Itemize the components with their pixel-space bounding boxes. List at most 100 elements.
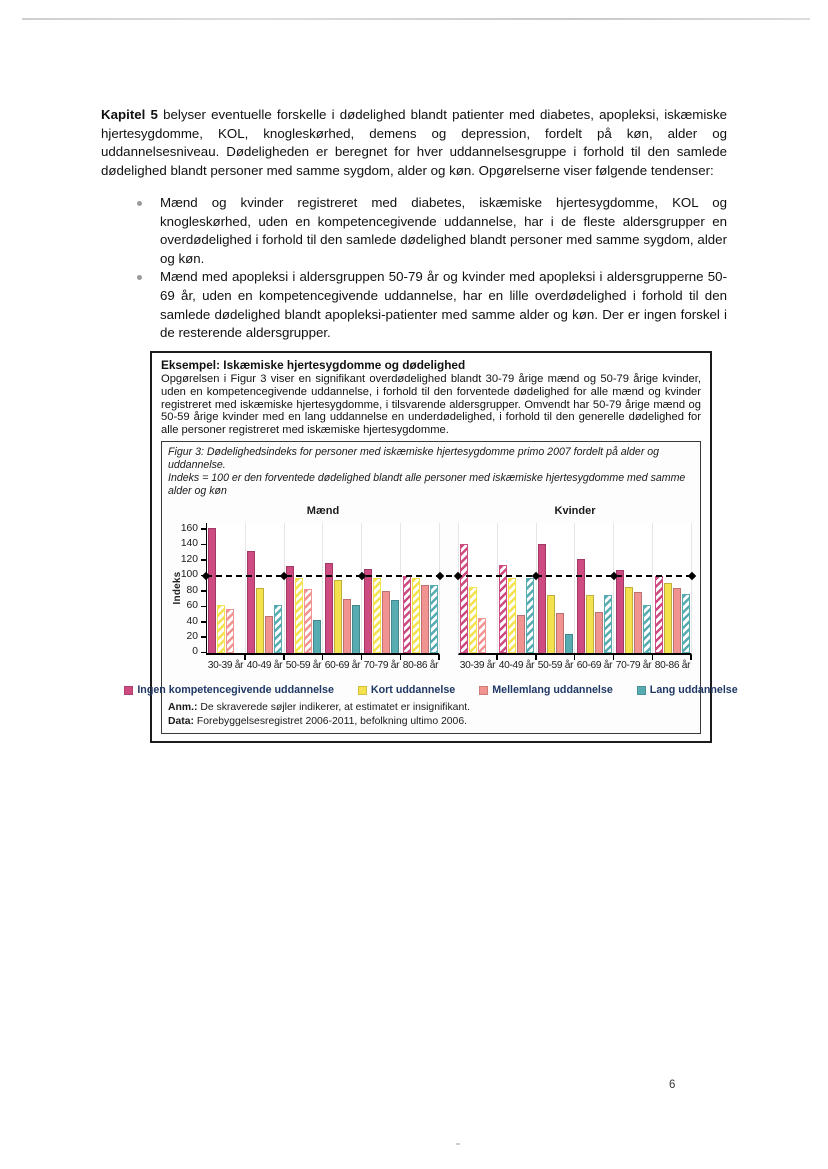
bar-group <box>244 523 285 661</box>
legend-item: Ingen kompetencegivende uddannelse <box>124 684 334 696</box>
legend-label: Mellemlang uddannelse <box>492 684 613 697</box>
legend-swatch-mellemlang <box>479 685 489 695</box>
bar-ingen <box>208 528 217 654</box>
bar-group <box>459 523 498 661</box>
note-anm-label: Anm.: <box>168 702 198 714</box>
x-tick-label: 60-69 år <box>324 660 361 672</box>
bar-ingen <box>499 565 508 654</box>
bar-mellemlang <box>342 599 351 654</box>
bar-mellemlang <box>478 617 487 654</box>
legend-swatch-ingen <box>124 685 134 695</box>
bar-kort <box>508 578 517 654</box>
y-tick-label: 120 <box>180 553 198 565</box>
bar-kort <box>333 579 342 654</box>
x-tick-label: 70-79 år <box>363 660 400 672</box>
bar-kort <box>372 578 381 654</box>
bar-group <box>283 523 324 661</box>
x-labels-maend: 30-39 år 40-49 år 50-59 år 60-69 år 70-79 år… <box>206 655 440 672</box>
bar-chart: Mænd Kvinder Indeks 0 20 40 60 80 100 120 140 160 30… <box>170 505 697 672</box>
legend-label: Lang uddannelse <box>649 684 738 697</box>
bar-mellemlang <box>381 590 390 654</box>
bar-lang <box>642 604 651 654</box>
y-tick-mark <box>201 590 206 592</box>
bar-mellemlang <box>304 589 313 654</box>
note-data-label: Data: <box>168 715 194 727</box>
bar-mellemlang <box>265 615 274 654</box>
reference-line-100 <box>206 575 692 578</box>
intro-paragraph-text: belyser eventuelle forskelle i dødelighe… <box>101 107 728 179</box>
bar-group <box>400 523 440 661</box>
note-data: Data: Forebyggelsesregistret 2006-2011, … <box>168 715 694 729</box>
bar-kort <box>547 594 556 654</box>
legend-label: Kort uddannelse <box>370 684 456 697</box>
bar-mellemlang <box>633 591 642 654</box>
scan-artifact-speck <box>456 1143 460 1145</box>
note-data-text: Forebyggelsesregistret 2006-2011, befolk… <box>193 715 468 727</box>
bar-ingen <box>363 569 372 654</box>
bar-ingen <box>460 544 469 654</box>
y-tick-mark <box>201 621 206 623</box>
bar-group <box>613 523 653 661</box>
bullet-item-1: Mænd og kvinder registreret med diabetes… <box>101 194 727 268</box>
y-tick-mark <box>201 528 206 530</box>
bar-mellemlang <box>594 612 603 654</box>
y-tick-mark <box>201 651 206 654</box>
legend-swatch-kort <box>357 685 367 695</box>
legend-item: Kort uddannelse <box>357 684 456 697</box>
figure-notes: Anm.: De skraverede søjler indikerer, at… <box>168 701 694 728</box>
plot-maend <box>206 523 440 661</box>
bar-mellemlang <box>517 614 526 654</box>
plot-kvinder <box>458 523 692 661</box>
bar-group <box>535 523 576 661</box>
y-tick-label: 60 <box>186 600 198 612</box>
bar-mellemlang <box>556 613 565 654</box>
bar-kort <box>217 605 226 654</box>
x-tick-label: 60-69 år <box>576 660 613 672</box>
bar-kort <box>624 586 633 654</box>
y-tick-label: 40 <box>186 615 198 627</box>
bar-lang <box>429 584 438 654</box>
bar-lang <box>351 605 360 654</box>
y-tick-mark <box>201 605 206 608</box>
page-number: 6 <box>669 1079 676 1091</box>
bullet-list: Mænd og kvinder registreret med diabetes… <box>101 194 727 343</box>
example-box-body: Opgørelsen i Figur 3 viser en signifikan… <box>161 372 701 437</box>
bar-lang <box>526 577 535 654</box>
y-tick-mark <box>201 559 206 561</box>
x-tick-label: 30-39 år <box>207 660 244 672</box>
bar-lang <box>313 620 322 654</box>
example-box-title: Eksempel: Iskæmiske hjertesygdomme og dø… <box>161 357 466 372</box>
scan-artifact-line <box>22 18 810 20</box>
bar-kort <box>663 583 672 654</box>
bar-ingen <box>247 550 256 654</box>
bar-kort <box>411 578 420 654</box>
y-tick-mark <box>201 636 206 638</box>
x-tick-label: 70-79 år <box>615 660 652 672</box>
x-tick-label: 50-59 år <box>537 660 574 672</box>
chart-plots-row: Indeks 0 20 40 60 80 100 120 140 160 <box>170 523 692 661</box>
y-axis: Indeks 0 20 40 60 80 100 120 140 160 <box>170 523 206 657</box>
bar-mellemlang <box>672 588 681 654</box>
y-tick-label: 100 <box>180 569 198 581</box>
chart-titles-row: Mænd Kvinder <box>170 505 692 523</box>
x-tick-label: 30-39 år <box>459 660 496 672</box>
y-tick-label: 0 <box>192 646 198 658</box>
bar-lang <box>274 605 283 654</box>
bar-mellemlang <box>420 585 429 654</box>
intro-paragraph-lead: Kapitel 5 <box>101 107 158 123</box>
example-box: Eksempel: Iskæmiske hjertesygdomme og dø… <box>124 350 738 744</box>
figure-caption: Figur 3: Dødelighedsindeks for personer … <box>168 446 694 497</box>
bar-lang <box>603 595 612 654</box>
bar-kort <box>256 587 265 654</box>
y-tick-label: 20 <box>186 630 198 642</box>
bar-kort <box>585 594 594 654</box>
y-tick-label: 140 <box>180 538 198 550</box>
chart-legend: Ingen kompetencegivende uddannelse Kort u… <box>124 684 738 697</box>
bar-mellemlang <box>226 609 235 654</box>
figure-caption-line2: Indeks = 100 er den forventede dødelighe… <box>168 471 686 497</box>
x-tick-label: 80-86 år <box>402 660 439 672</box>
bar-group <box>574 523 615 661</box>
bar-kort <box>469 586 478 654</box>
bar-ingen <box>538 544 547 654</box>
